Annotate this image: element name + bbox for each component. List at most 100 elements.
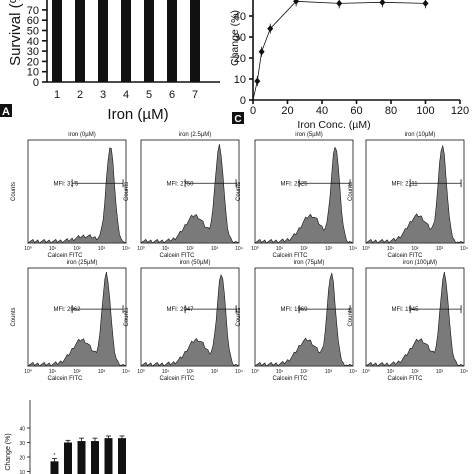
flow-xtick-label: 10³ — [325, 369, 333, 375]
flow-xlabel: Calcein FITC — [47, 253, 83, 259]
panel-a-bar — [190, 0, 200, 82]
flow-xtick-label: 10³ — [98, 369, 106, 375]
flow-xlabel: Calcein FITC — [272, 376, 308, 382]
flow-xtick-label: 10² — [300, 246, 308, 252]
panel-a-xtick-label: 7 — [192, 89, 198, 101]
panel-a-xtick-label: 4 — [123, 89, 129, 101]
flow-xtick-label: 10¹ — [49, 369, 57, 375]
flow-xtick-label: 10⁰ — [24, 369, 32, 375]
flow-xtick-label: 10² — [73, 369, 81, 375]
panel-a-ylabel: Survival (% — [7, 0, 24, 66]
flow-panel-title: iron (5µM) — [295, 132, 322, 138]
bottom-bar — [50, 461, 59, 474]
flow-xtick-label: 10⁰ — [137, 246, 145, 252]
flow-panel-title: iron (0µM) — [68, 132, 95, 138]
flow-xtick-label: 10⁴ — [349, 369, 357, 375]
flow-xtick-label: 10² — [411, 369, 419, 375]
flow-ylabel: Counts — [236, 307, 242, 326]
flow-panel: iron (5µM) MFI: 2525 Counts 10⁰ 10¹ 10² 10³ 10⁴… — [236, 132, 357, 259]
flow-ylabel: Counts — [348, 182, 354, 201]
panel-a-bar — [144, 0, 154, 82]
panel-a-bar — [75, 0, 85, 82]
panel-c-series-line — [252, 0, 426, 101]
flow-xtick-label: 10⁴ — [460, 369, 468, 375]
flow-xtick-label: 10⁴ — [460, 246, 468, 252]
flow-mfi-label: MFI: 1969 — [280, 307, 308, 313]
flow-xtick-label: 10³ — [436, 369, 444, 375]
flow-histogram — [27, 271, 127, 367]
panel-c-xticks: 0 20 40 60 80 100 120 — [250, 100, 469, 117]
flow-ylabel: Counts — [348, 307, 354, 326]
flow-xlabel: Calcein FITC — [159, 376, 195, 382]
panel-a-bars — [52, 0, 200, 82]
panel-c-xtick-label: 100 — [416, 105, 434, 117]
flow-xtick-label: 10¹ — [276, 369, 284, 375]
flow-xlabel: Calcein FITC — [272, 253, 308, 259]
panel-a-xlabel: Iron (µM) — [107, 106, 168, 123]
panel-a-ytick-label: 60 — [27, 15, 39, 27]
flow-xtick-label: 10² — [186, 246, 194, 252]
panel-a-ytick-label: 70 — [27, 5, 39, 17]
bottom-bars: ** — [50, 435, 126, 474]
flow-panel-title: iron (25µM) — [67, 260, 98, 266]
flow-mfi-label: MFI: 2525 — [280, 181, 308, 187]
panel-c-points — [254, 0, 429, 87]
flow-panel: iron (25µM) MFI: 2062 Counts 10⁰ 10¹ 10² 10³ 10… — [11, 260, 130, 382]
bottom-ylabel: Change (%) — [5, 433, 12, 470]
flow-xlabel: Calcein FITC — [159, 253, 195, 259]
flow-panel: iron (10µM) MFI: 2111 Counts 10⁰ 10¹ 10² 10³ 10… — [348, 132, 468, 259]
flow-xtick-label: 10⁴ — [122, 369, 130, 375]
panel-c-label: C — [234, 114, 241, 125]
panel-c-xtick-label: 120 — [451, 105, 469, 117]
panel-a-xtick-label: 5 — [146, 89, 152, 101]
flow-panel-title: iron (10µM) — [405, 132, 436, 138]
panel-c-ytick-label: 10 — [234, 74, 246, 86]
flow-xtick-label: 10³ — [436, 246, 444, 252]
flow-panel-title: iron (2.5µM) — [179, 132, 211, 138]
bottom-bar-chart: Change (%) 40 30 20 10 ** — [5, 400, 126, 474]
bottom-bar — [91, 441, 99, 474]
flow-mfi-label: MFI: 2750 — [166, 181, 194, 187]
bottom-ytick-label: 40 — [19, 427, 25, 433]
panel-a-xtick-label: 1 — [54, 89, 60, 101]
bottom-ytick-label: 20 — [19, 456, 25, 462]
flow-histogram — [254, 272, 354, 367]
panel-c-xtick-label: 60 — [350, 105, 362, 117]
flow-xtick-label: 10³ — [325, 246, 333, 252]
flow-xlabel: Calcein FITC — [387, 376, 423, 382]
flow-ylabel: Counts — [236, 182, 242, 201]
flow-xtick-label: 10⁰ — [24, 246, 32, 252]
panel-a-label: A — [2, 106, 10, 118]
panel-a-bar — [167, 0, 177, 82]
flow-histogram — [365, 271, 465, 367]
panel-c-xtick-label: 0 — [250, 105, 256, 117]
panel-a-xtick-label: 2 — [77, 89, 83, 101]
bottom-bar — [64, 442, 72, 474]
flow-xtick-label: 10¹ — [276, 246, 284, 252]
panel-c-ytick-label: 0 — [240, 95, 246, 107]
panel-a-ytick-label: 20 — [27, 56, 39, 68]
panel-a-bar — [52, 0, 62, 82]
bottom-ytick-label: 30 — [19, 441, 25, 447]
flow-ylabel: Counts — [124, 182, 130, 201]
flow-histogram — [27, 147, 127, 244]
flow-xtick-label: 10⁰ — [362, 246, 370, 252]
flow-xtick-label: 10² — [73, 246, 81, 252]
flow-xtick-label: 10¹ — [162, 369, 170, 375]
panel-a-bar — [121, 0, 131, 82]
flow-panel: iron (100µM) MFI: 1945 Counts 10⁰ 10¹ 10² 10³ 1… — [348, 260, 468, 382]
bottom-significance: * — [54, 453, 56, 459]
flow-xlabel: Calcein FITC — [387, 253, 423, 259]
flow-histogram — [140, 274, 240, 367]
flow-panel-title: iron (75µM) — [294, 260, 325, 266]
panel-a-xtick-label: 6 — [169, 89, 175, 101]
panel-a-bar — [98, 0, 108, 82]
flow-xlabel: Calcein FITC — [47, 376, 83, 382]
panel-a-ytick-label: 10 — [27, 67, 39, 79]
flow-xtick-label: 10² — [411, 246, 419, 252]
flow-xtick-label: 10⁰ — [137, 369, 145, 375]
panel-c-xlabel: Iron Conc. (µM) — [297, 119, 370, 131]
flow-ylabel: Counts — [11, 307, 17, 326]
flow-mfi-label: MFI: 2062 — [53, 307, 81, 313]
